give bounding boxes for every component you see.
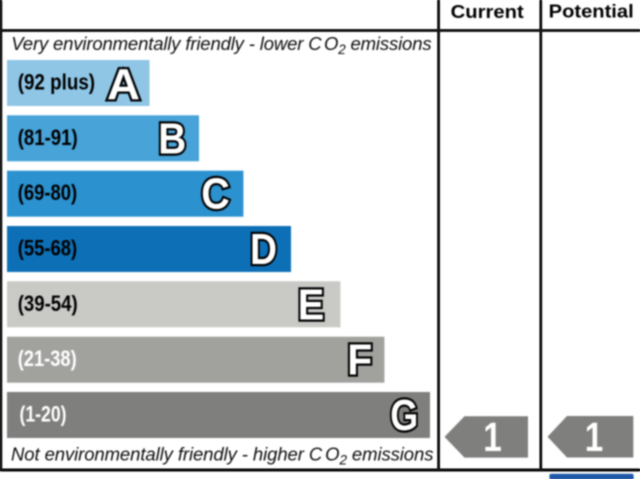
svg-text:A: A <box>107 60 140 109</box>
svg-text:E: E <box>298 280 325 329</box>
svg-text:1: 1 <box>483 414 502 460</box>
svg-text:F: F <box>347 336 372 385</box>
svg-text:(55-68): (55-68) <box>18 236 77 261</box>
svg-text:Very environmentally friendly: Very environmentally friendly - lower CO… <box>11 33 431 57</box>
svg-text:D: D <box>250 225 277 274</box>
svg-text:Not environmentally friendly -: Not environmentally friendly - higher CO… <box>11 444 433 468</box>
svg-text:B: B <box>158 114 186 163</box>
svg-text:(69-80): (69-80) <box>18 180 77 205</box>
svg-text:(92 plus): (92 plus) <box>18 70 95 95</box>
svg-text:(21-38): (21-38) <box>18 346 77 371</box>
svg-text:Potential: Potential <box>549 2 634 22</box>
svg-text:1: 1 <box>585 414 604 460</box>
svg-text:C: C <box>201 170 230 219</box>
svg-text:(81-91): (81-91) <box>18 125 78 150</box>
svg-text:Current: Current <box>451 2 524 22</box>
svg-text:(39-54): (39-54) <box>18 291 78 316</box>
svg-text:(1-20): (1-20) <box>20 402 67 427</box>
svg-text:G: G <box>390 391 418 440</box>
